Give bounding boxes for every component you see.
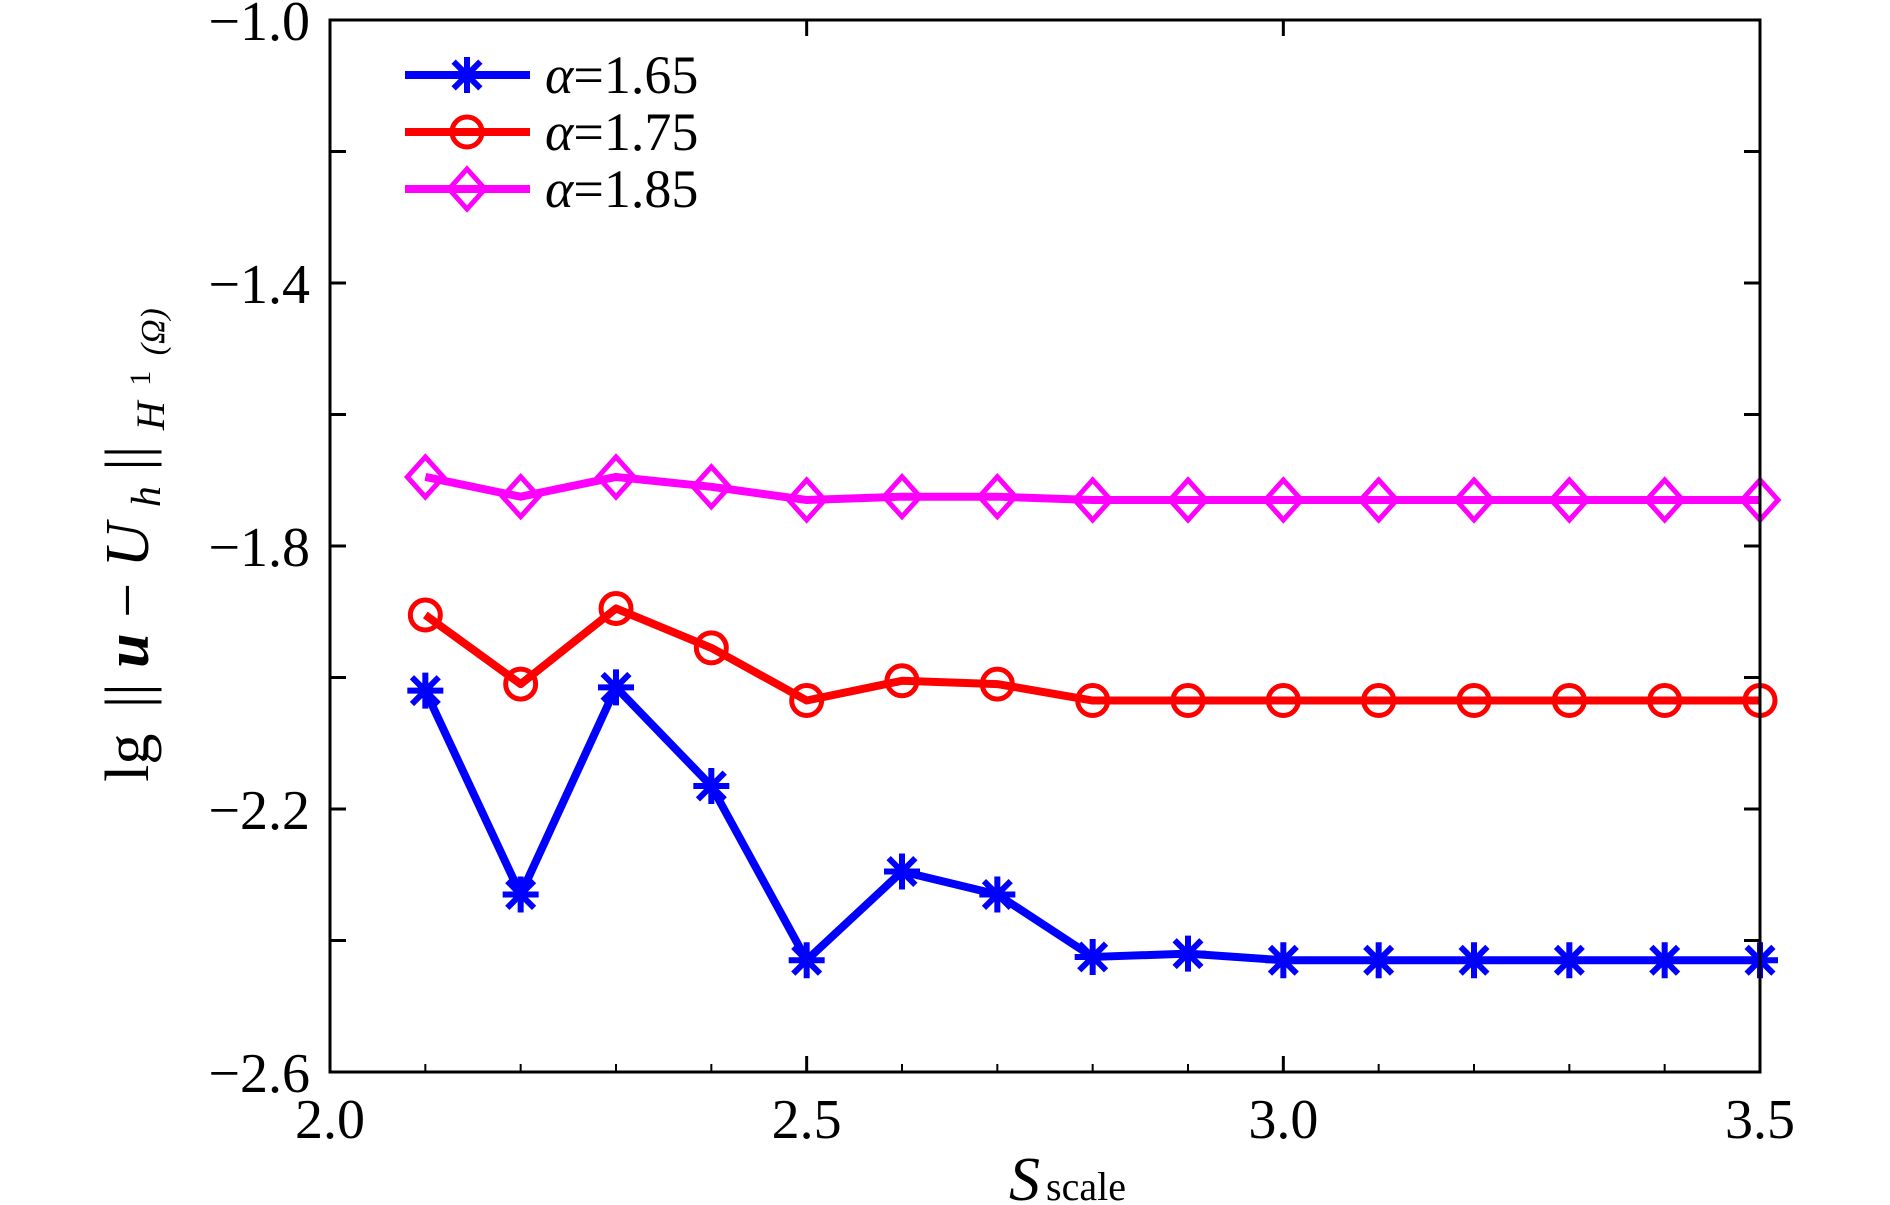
axis-ticks: 2.0 2.5 3.0 3.5 −2.6 −2.2 −1.8 −1.4 −1.0: [208, 0, 1795, 1151]
y-tick-label: −2.2: [208, 780, 310, 842]
legend-label: α=1.65: [545, 45, 698, 105]
data-point: [1265, 942, 1302, 979]
legend-marker: [445, 165, 489, 213]
series-line: [421, 683, 1760, 965]
data-point: [1074, 938, 1111, 975]
x-axis-label: S: [1009, 1146, 1040, 1205]
x-tick-label: 3.5: [1725, 1089, 1795, 1151]
data-point: [693, 630, 729, 666]
data-point: [1456, 942, 1492, 979]
data-point: [880, 472, 924, 521]
data-point: [788, 942, 825, 979]
series-line: [422, 604, 1760, 705]
legend-entry: α=1.85: [405, 159, 698, 219]
y-tick-label: −1.0: [208, 0, 310, 53]
legend-label: α=1.75: [545, 102, 698, 162]
data-point: [1075, 683, 1111, 719]
legend-marker: [449, 114, 485, 150]
data-point: [1170, 683, 1206, 719]
legend-entry: α=1.75: [405, 102, 698, 162]
series-3: [403, 453, 1782, 524]
y-tick-label: −2.6: [208, 1043, 310, 1105]
data-point: [403, 453, 447, 501]
data-point: [1452, 476, 1496, 524]
legend-label: α=1.85: [545, 159, 698, 219]
data-point: [789, 683, 825, 719]
data-point: [979, 666, 1015, 702]
data-point: [499, 472, 543, 521]
series-line: [424, 472, 1760, 504]
y-tick-label: −1.4: [208, 254, 310, 316]
data-point: [502, 876, 539, 913]
data-point: [975, 472, 1019, 521]
data-point: [1646, 942, 1683, 979]
data-point: [407, 672, 444, 709]
data-point: [1547, 476, 1591, 524]
data-point: [1261, 476, 1305, 524]
svg-text:lg || u −: lg || u − U h || H 1 (Ω): [94, 308, 178, 782]
x-tick-label: 2.5: [772, 1089, 842, 1151]
x-tick-label: 3.0: [1248, 1089, 1318, 1151]
data-point: [884, 663, 920, 699]
data-point: [1265, 683, 1301, 719]
x-axis-label-subscript: scale: [1046, 1164, 1126, 1205]
data-point: [1643, 476, 1687, 524]
data-point: [1647, 683, 1683, 719]
legend: α=1.65α=1.75α=1.85: [405, 45, 698, 219]
data-point: [1361, 683, 1397, 719]
data-point: [1071, 476, 1115, 524]
data-point: [1456, 683, 1492, 719]
data-point: [1551, 942, 1588, 979]
data-point: [1357, 476, 1401, 524]
legend-marker: [449, 57, 485, 93]
series-1: [407, 669, 1778, 979]
x-tick-label: 2.0: [295, 1089, 365, 1151]
data-point: [598, 669, 634, 706]
y-tick-label: −1.8: [208, 517, 310, 579]
data-point: [407, 597, 443, 633]
data-point: [503, 666, 539, 702]
data-point: [1551, 683, 1587, 719]
legend-entry: α=1.65: [405, 45, 698, 105]
data-point: [1170, 935, 1206, 972]
data-point: [884, 853, 920, 890]
data-point: [1166, 476, 1210, 524]
data-point: [689, 463, 733, 511]
y-axis-label: lg || u − U h || H 1 (Ω): [94, 308, 178, 782]
data-point: [1360, 942, 1397, 979]
data-point: [598, 590, 634, 626]
data-point: [693, 767, 730, 804]
chart-marks: [403, 453, 1782, 979]
series-2: [407, 590, 1778, 719]
data-point: [594, 453, 638, 501]
data-point: [785, 476, 829, 524]
data-point: [979, 876, 1016, 913]
